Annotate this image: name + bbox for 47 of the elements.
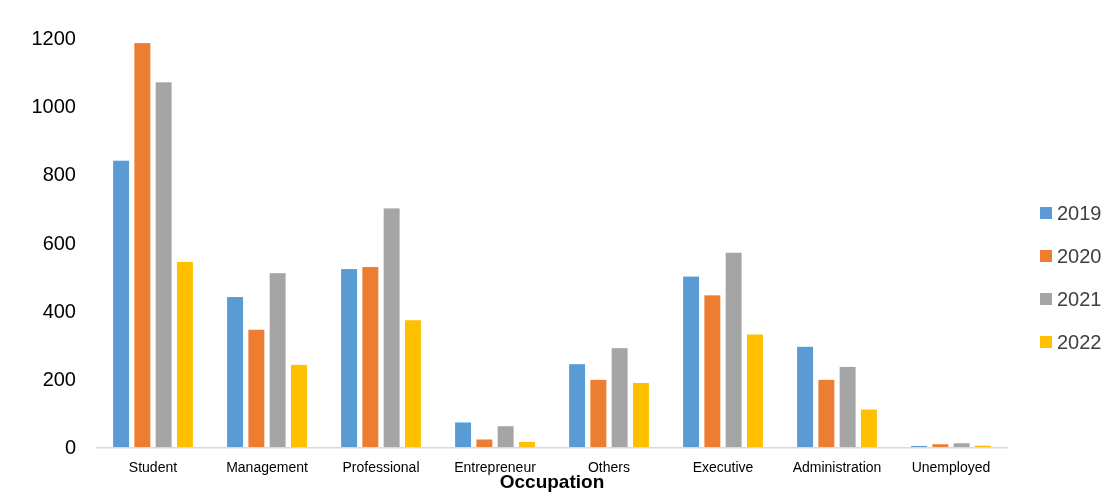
x-tick-label: Administration <box>792 459 882 475</box>
y-tick-label: 600 <box>42 231 76 254</box>
bar <box>476 439 493 447</box>
bar <box>134 43 151 447</box>
bar <box>362 267 379 447</box>
y-tick-label: 1000 <box>31 95 76 118</box>
bar <box>155 82 172 447</box>
y-tick-label: 0 <box>64 436 76 458</box>
y-tick-label: 1200 <box>31 27 76 49</box>
bar <box>704 295 721 447</box>
y-tick-label: 400 <box>42 299 76 322</box>
bar <box>269 273 286 447</box>
legend-label: 2019 <box>1057 202 1102 224</box>
bar <box>683 276 700 447</box>
bar <box>611 348 628 447</box>
bar <box>290 364 307 447</box>
bar <box>797 346 814 447</box>
bar <box>341 269 358 447</box>
bar <box>953 443 970 447</box>
x-tick-label: Executive <box>692 459 754 475</box>
bar <box>818 379 835 447</box>
bar <box>725 252 742 447</box>
y-tick-label: 800 <box>42 163 76 186</box>
x-tick-label: Student <box>128 459 178 475</box>
bar <box>176 261 193 447</box>
bar <box>455 422 472 447</box>
x-tick-label: Professional <box>342 459 420 475</box>
bar <box>383 208 400 447</box>
bar <box>839 366 856 447</box>
legend-label: 2021 <box>1057 288 1102 310</box>
bar <box>113 160 130 447</box>
bar <box>932 444 949 447</box>
legend-label: 2020 <box>1057 245 1102 267</box>
bar <box>569 364 586 447</box>
bar <box>404 320 421 447</box>
bar <box>497 426 514 447</box>
bar <box>590 379 607 447</box>
bar <box>518 441 535 447</box>
bar <box>746 334 763 447</box>
y-tick-label: 200 <box>42 367 76 390</box>
bar <box>248 329 265 447</box>
x-tick-label: Unemployed <box>911 459 991 475</box>
bar <box>860 409 877 447</box>
bar <box>227 297 244 447</box>
x-tick-label: Management <box>226 459 308 475</box>
legend-label: 2022 <box>1057 331 1102 353</box>
bar <box>632 382 649 447</box>
